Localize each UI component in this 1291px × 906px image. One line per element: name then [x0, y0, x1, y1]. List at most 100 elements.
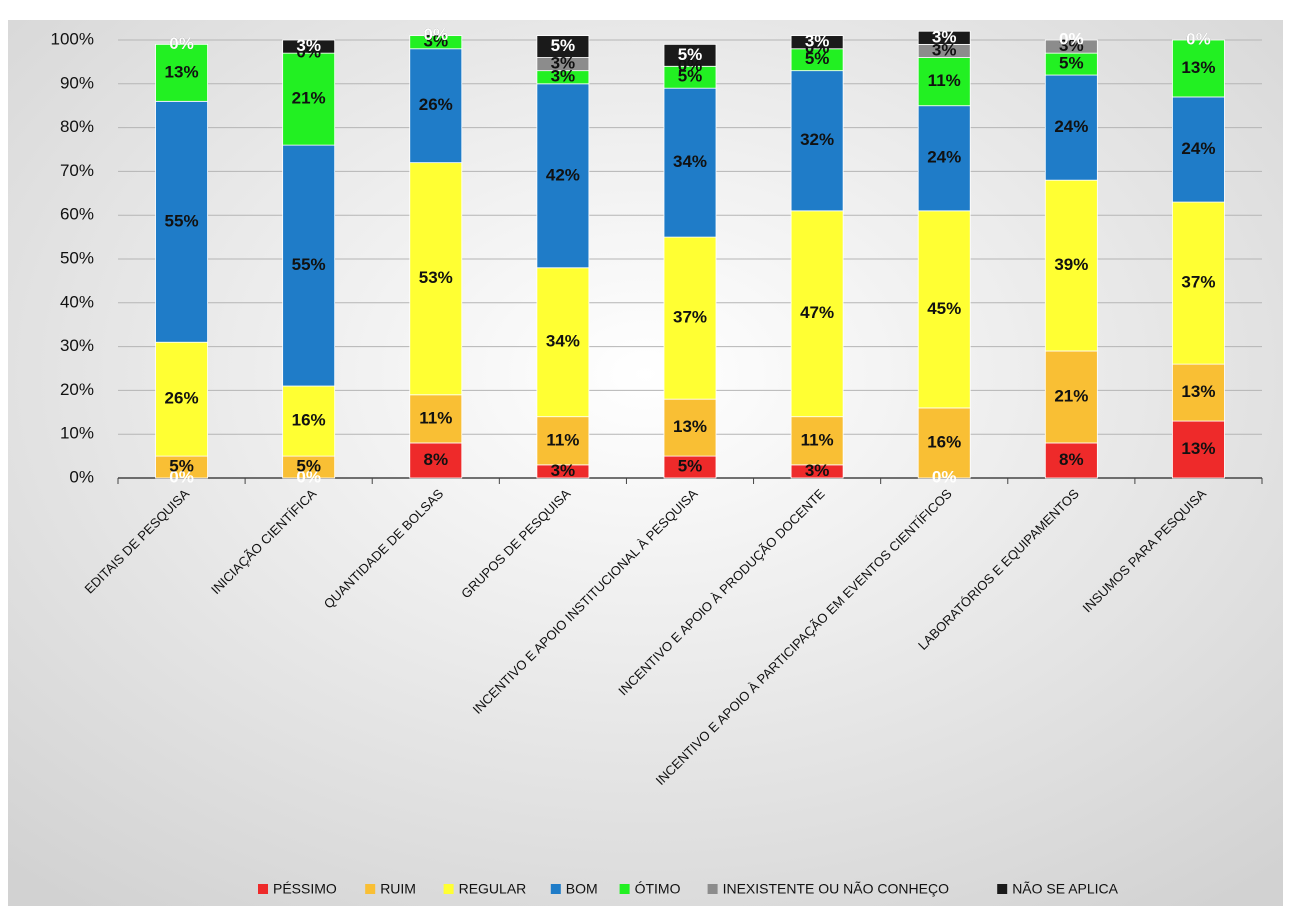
- data-label: 47%: [800, 303, 834, 322]
- data-label: 3%: [551, 461, 576, 480]
- bar-segment: [663, 236, 717, 400]
- bar-segment: [536, 416, 590, 466]
- y-tick-label: 30%: [60, 336, 94, 355]
- data-label: 34%: [546, 332, 580, 351]
- bar-segment: [1172, 420, 1225, 479]
- bar-segment: [790, 35, 844, 50]
- data-label: 45%: [927, 299, 961, 318]
- data-label: 13%: [1181, 439, 1215, 458]
- data-label: 5%: [1059, 54, 1084, 73]
- y-tick-label: 0%: [69, 467, 94, 486]
- bar-segment: [917, 105, 971, 212]
- y-tick-label: 60%: [60, 205, 94, 224]
- y-tick-label: 50%: [60, 248, 94, 267]
- data-label: 24%: [1054, 117, 1088, 136]
- data-label: 34%: [673, 152, 707, 171]
- data-label: 13%: [673, 417, 707, 436]
- data-label: 3%: [296, 36, 321, 55]
- legend-swatch: [443, 884, 454, 894]
- y-tick-label: 20%: [60, 380, 94, 399]
- data-label: 0%: [169, 34, 194, 53]
- data-label: 37%: [673, 308, 707, 327]
- data-label: 5%: [678, 67, 703, 86]
- data-label: 16%: [927, 432, 961, 451]
- data-label: 3%: [932, 27, 957, 46]
- bar-segment: [1172, 201, 1225, 365]
- data-label: 5%: [551, 36, 576, 55]
- data-label: 5%: [678, 457, 703, 476]
- data-label: 11%: [928, 71, 961, 90]
- bar-segment: [1172, 363, 1225, 422]
- data-label: 24%: [1181, 139, 1215, 158]
- bar-segment: [536, 267, 590, 418]
- legend-label: NÃO SE APLICA: [1012, 881, 1118, 897]
- legend-swatch: [550, 884, 561, 894]
- data-label: 32%: [800, 130, 834, 149]
- data-label: 3%: [805, 461, 830, 480]
- bar-segment: [282, 39, 336, 54]
- data-label: 13%: [165, 62, 199, 81]
- data-label: 0%: [1059, 29, 1084, 48]
- data-label: 26%: [165, 389, 199, 408]
- bar-segment: [409, 162, 463, 396]
- data-label: 3%: [423, 32, 448, 51]
- bar-segment: [790, 416, 844, 466]
- data-label: 0%: [1186, 29, 1211, 48]
- legend-label: RUIM: [380, 881, 416, 897]
- data-label: 11%: [801, 430, 834, 449]
- data-label: 55%: [165, 211, 199, 230]
- bar-segment: [155, 43, 208, 102]
- data-label: 0%: [169, 467, 194, 486]
- bar-segment: [282, 385, 336, 457]
- bar-segment: [282, 52, 336, 146]
- bar-segment: [663, 43, 717, 67]
- legend-label: BOM: [566, 881, 598, 897]
- data-label: 24%: [927, 148, 961, 167]
- bar-segment: [917, 407, 971, 479]
- data-label: 21%: [1054, 386, 1088, 405]
- data-label: 0%: [805, 38, 830, 57]
- bar-segment: [1172, 96, 1225, 203]
- data-label: 3%: [1059, 36, 1084, 55]
- y-tick-label: 40%: [60, 292, 94, 311]
- data-label: 16%: [292, 411, 326, 430]
- data-label: 3%: [805, 32, 830, 51]
- data-label: 55%: [292, 255, 326, 274]
- data-label: 21%: [292, 89, 326, 108]
- data-label: 0%: [678, 56, 703, 75]
- bar-segment: [1044, 350, 1098, 444]
- legend-swatch: [997, 884, 1008, 894]
- data-label: 13%: [1181, 382, 1215, 401]
- data-label: 26%: [419, 95, 453, 114]
- y-tick-label: 80%: [60, 117, 94, 136]
- bar-segment: [790, 70, 844, 212]
- bar-segment: [663, 398, 717, 457]
- data-label: 39%: [1054, 255, 1088, 274]
- data-label: 8%: [1059, 450, 1084, 469]
- data-label: 5%: [678, 45, 703, 64]
- legend-swatch: [619, 884, 630, 894]
- data-label: 0%: [423, 25, 448, 44]
- data-label: 0%: [296, 467, 321, 486]
- bar-segment: [409, 48, 463, 164]
- y-tick-label: 10%: [60, 424, 94, 443]
- data-label: 3%: [551, 67, 576, 86]
- bar-segment: [1044, 39, 1098, 54]
- data-label: 37%: [1181, 273, 1215, 292]
- bar-segment: [917, 30, 971, 45]
- legend-label: PÉSSIMO: [273, 881, 337, 897]
- bar-segment: [1172, 39, 1225, 98]
- data-label: 5%: [296, 457, 321, 476]
- bar-segment: [1044, 179, 1098, 352]
- data-label: 3%: [551, 54, 576, 73]
- data-label: 0%: [423, 25, 448, 44]
- bar-segment: [790, 210, 844, 418]
- data-label: 0%: [932, 467, 957, 486]
- data-label: 3%: [932, 40, 957, 59]
- data-label: 0%: [169, 34, 194, 53]
- bar-segment: [282, 144, 336, 387]
- data-label: 11%: [546, 430, 579, 449]
- bar-segment: [1044, 74, 1098, 181]
- legend-label: ÓTIMO: [635, 881, 681, 897]
